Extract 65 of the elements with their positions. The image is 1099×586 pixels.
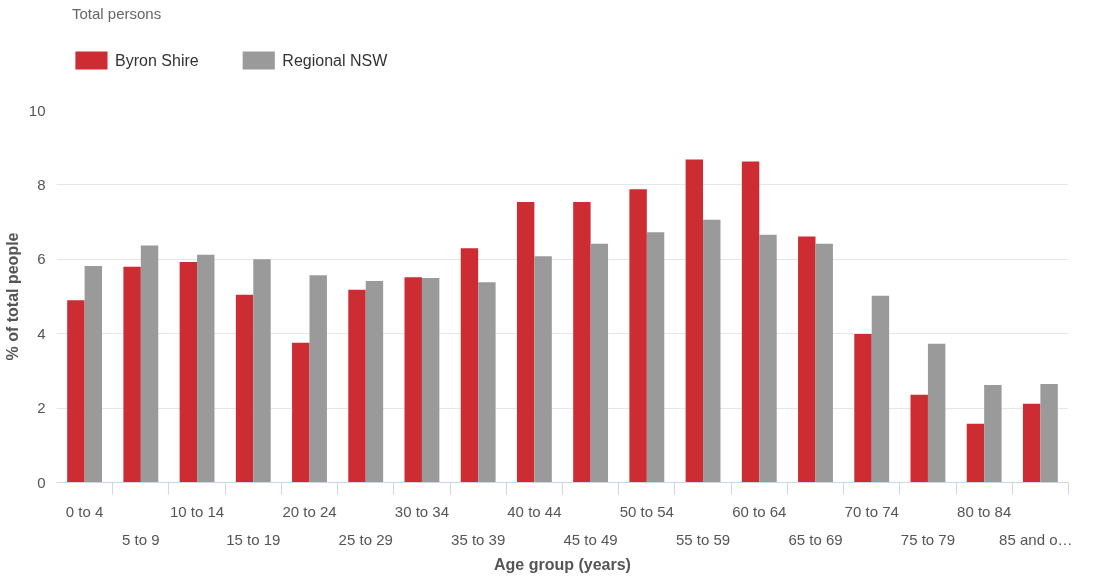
bar — [984, 385, 1002, 483]
bar — [759, 234, 777, 483]
bar — [67, 300, 85, 483]
bar — [478, 282, 496, 483]
bar — [140, 245, 159, 483]
x-tick-label: 75 to 79 — [900, 530, 956, 548]
bar — [685, 159, 704, 483]
bar — [421, 277, 440, 483]
bar — [815, 243, 833, 483]
bar — [854, 334, 872, 483]
bar — [404, 277, 422, 483]
bar — [365, 280, 384, 483]
bar — [235, 294, 254, 483]
bar — [84, 266, 103, 483]
bar — [516, 202, 535, 483]
bar — [253, 259, 271, 483]
bar — [646, 232, 665, 483]
legend-label: Byron Shire — [115, 52, 199, 69]
bar — [871, 295, 890, 483]
bar — [629, 189, 647, 483]
bar — [534, 256, 552, 483]
x-tick-label: 30 to 34 — [394, 502, 450, 520]
x-tick-label: 85 and o… — [999, 530, 1073, 548]
x-tick-label: 5 to 9 — [122, 530, 160, 548]
bar — [348, 289, 366, 483]
y-tick-label: 2 — [37, 399, 46, 417]
x-tick-label: 35 to 39 — [451, 530, 506, 548]
chart-title: Total persons — [71, 4, 162, 22]
bar — [703, 219, 721, 483]
x-tick-label: 55 to 59 — [675, 530, 731, 548]
x-tick-label: 50 to 54 — [619, 502, 674, 520]
bar — [741, 161, 760, 483]
bar — [309, 275, 327, 483]
y-tick-label: 6 — [37, 250, 46, 268]
bar — [1022, 403, 1041, 483]
y-axis-title: % of total people — [3, 232, 21, 361]
y-tick-label: 8 — [37, 175, 46, 193]
bar — [590, 243, 609, 483]
x-tick-label: 10 to 14 — [169, 502, 225, 520]
x-tick-label: 25 to 29 — [338, 530, 393, 548]
x-tick-label: 20 to 24 — [282, 502, 337, 520]
bar — [123, 266, 141, 483]
y-tick-label: 0 — [37, 473, 46, 491]
x-tick-label: 65 to 69 — [788, 530, 843, 548]
x-tick-label: 70 to 74 — [844, 502, 899, 520]
bar — [798, 236, 816, 483]
bar — [460, 248, 479, 483]
y-tick-label: 10 — [28, 101, 46, 119]
x-tick-label: 60 to 64 — [732, 502, 787, 520]
bar — [292, 342, 310, 483]
bar — [179, 261, 198, 483]
legend-label: Regional NSW — [282, 52, 389, 69]
bar — [966, 423, 985, 483]
x-tick-label: 45 to 49 — [563, 530, 618, 548]
y-tick-label: 4 — [37, 324, 46, 342]
x-tick-label: 0 to 4 — [65, 502, 104, 520]
bar — [1040, 383, 1058, 483]
x-tick-label: 80 to 84 — [957, 502, 1012, 520]
bar — [573, 202, 591, 483]
bar — [910, 394, 928, 483]
bar — [197, 254, 215, 483]
x-tick-label: 40 to 44 — [507, 502, 562, 520]
x-axis-title: Age group (years) — [494, 555, 631, 573]
x-tick-label: 15 to 19 — [226, 530, 281, 548]
bar — [927, 343, 946, 483]
